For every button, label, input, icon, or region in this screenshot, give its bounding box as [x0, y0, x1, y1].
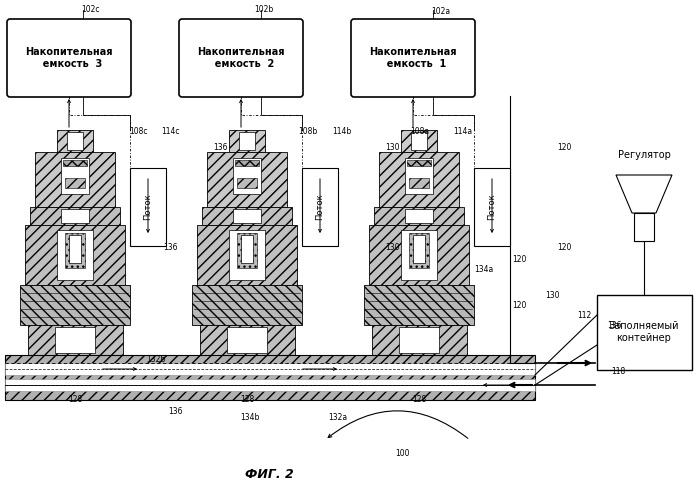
Bar — [227, 327, 267, 353]
Bar — [237, 233, 257, 268]
Bar — [61, 209, 89, 223]
Bar — [207, 152, 287, 207]
Bar — [202, 207, 292, 225]
Bar — [237, 178, 257, 188]
Bar — [413, 235, 425, 263]
FancyBboxPatch shape — [351, 19, 475, 97]
Bar — [409, 233, 429, 268]
Bar — [229, 130, 265, 152]
Bar — [20, 285, 130, 325]
Bar — [28, 325, 123, 355]
Text: 112: 112 — [577, 310, 591, 319]
Text: 130: 130 — [384, 144, 399, 153]
Text: 134a: 134a — [475, 266, 493, 275]
Bar — [65, 233, 85, 268]
Bar — [302, 168, 338, 246]
Text: 136: 136 — [212, 144, 227, 153]
Bar — [379, 152, 459, 207]
Text: 120: 120 — [557, 144, 571, 153]
Text: 102c: 102c — [81, 5, 99, 14]
Text: 100: 100 — [395, 450, 409, 459]
Bar — [372, 325, 467, 355]
Bar — [69, 235, 81, 263]
Text: Поток: Поток — [487, 194, 496, 220]
Bar — [369, 225, 469, 285]
Bar — [597, 295, 692, 370]
Bar — [61, 158, 89, 194]
Polygon shape — [616, 175, 672, 213]
Text: 108c: 108c — [129, 127, 147, 136]
Bar — [407, 160, 431, 166]
FancyBboxPatch shape — [7, 19, 131, 97]
Bar — [197, 225, 297, 285]
Text: Поток: Поток — [315, 194, 324, 220]
Bar — [57, 230, 93, 280]
Text: 114b: 114b — [333, 127, 352, 136]
Bar — [634, 213, 654, 241]
Bar — [411, 132, 427, 150]
Text: Регулятор: Регулятор — [617, 150, 670, 160]
Text: 120: 120 — [557, 244, 571, 252]
Text: ФИГ. 2: ФИГ. 2 — [245, 467, 294, 481]
Bar — [233, 158, 261, 194]
Text: 118: 118 — [611, 368, 625, 376]
Text: 108a: 108a — [410, 127, 430, 136]
Text: 102b: 102b — [254, 5, 273, 14]
Bar — [63, 160, 87, 166]
Text: 102a: 102a — [431, 7, 451, 17]
Bar — [399, 327, 439, 353]
Bar — [65, 178, 85, 188]
Bar — [239, 132, 255, 150]
Bar — [474, 168, 510, 246]
Bar — [233, 209, 261, 223]
Bar — [5, 355, 535, 400]
Bar — [55, 327, 95, 353]
Bar — [235, 160, 259, 166]
Text: Поток: Поток — [143, 194, 152, 220]
FancyBboxPatch shape — [179, 19, 303, 97]
Text: 128: 128 — [412, 396, 426, 404]
Bar — [241, 235, 253, 263]
Text: 136: 136 — [163, 244, 178, 252]
Text: 114c: 114c — [161, 127, 179, 136]
Text: 120: 120 — [512, 255, 526, 265]
Bar — [57, 130, 93, 152]
Bar — [5, 363, 535, 375]
Bar — [192, 285, 302, 325]
Bar — [229, 230, 265, 280]
Text: Накопительная
  емкость  2: Накопительная емкость 2 — [197, 47, 284, 69]
Text: 136: 136 — [168, 407, 182, 417]
Bar — [200, 325, 295, 355]
Bar — [130, 168, 166, 246]
Text: Накопительная
  емкость  1: Накопительная емкость 1 — [369, 47, 456, 69]
Bar — [35, 152, 115, 207]
Bar — [409, 178, 429, 188]
Bar — [401, 230, 437, 280]
Bar — [25, 225, 125, 285]
Text: 120: 120 — [512, 301, 526, 309]
Bar — [364, 285, 474, 325]
Text: 108b: 108b — [298, 127, 317, 136]
Text: 130: 130 — [545, 290, 559, 300]
Bar — [405, 158, 433, 194]
Bar — [401, 130, 437, 152]
Text: 128: 128 — [68, 396, 82, 404]
Text: 134b: 134b — [240, 413, 260, 423]
Text: Заполняемый
контейнер: Заполняемый контейнер — [609, 321, 679, 343]
Text: 132b: 132b — [146, 356, 166, 365]
Text: 136: 136 — [607, 320, 621, 330]
Bar — [374, 207, 464, 225]
Bar — [405, 209, 433, 223]
Text: 130: 130 — [384, 244, 399, 252]
Text: Накопительная
  емкость  3: Накопительная емкость 3 — [25, 47, 113, 69]
Text: 128: 128 — [240, 396, 254, 404]
Bar — [5, 379, 535, 391]
Text: 114a: 114a — [454, 127, 473, 136]
Bar — [30, 207, 120, 225]
Bar — [67, 132, 83, 150]
Text: 132a: 132a — [329, 413, 347, 423]
